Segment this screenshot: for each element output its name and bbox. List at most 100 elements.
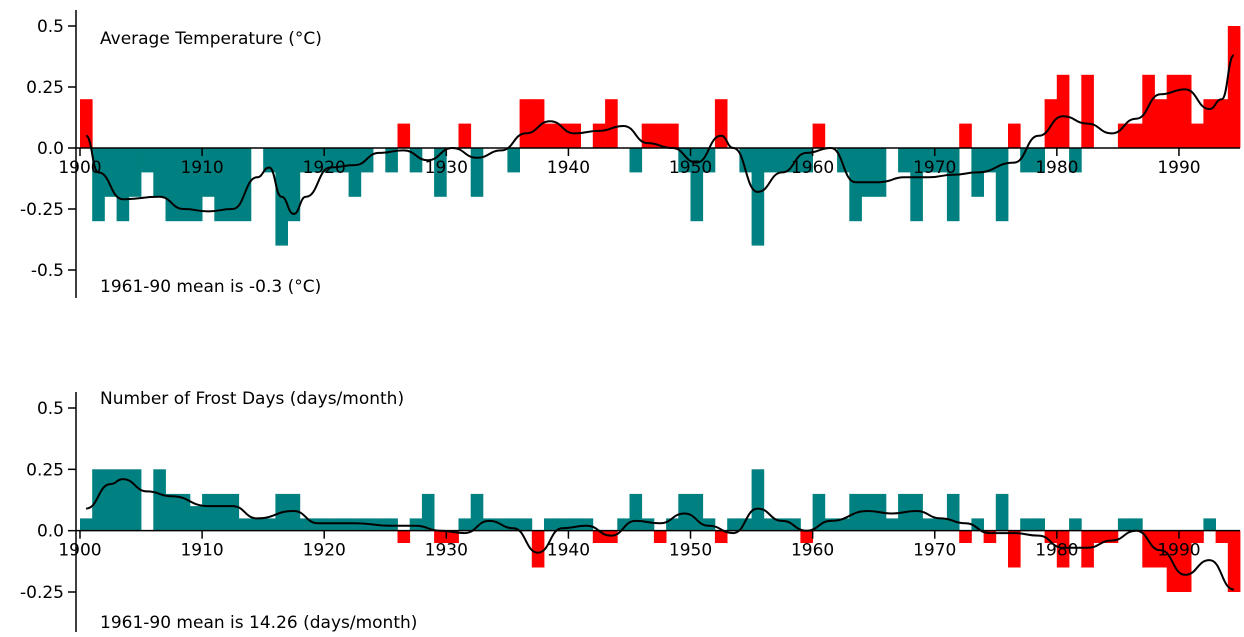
- temperature-bar-1990: [1178, 74, 1192, 148]
- frost-days-bar-1938: [544, 518, 557, 531]
- frost-days-y-tick-label: 0.0: [37, 522, 64, 542]
- frost-days-bar-1959: [800, 530, 813, 543]
- frost-days-bar-1919: [312, 518, 325, 531]
- temperature-bar-1942: [592, 123, 606, 148]
- temperature-bar-1903: [116, 148, 130, 222]
- temperature-panel: 0.5 0.25 0.0 -0.25 -0.5 1900 1910 1920 1930 1940…: [20, 10, 1241, 298]
- frost-days-bar-1943: [605, 530, 618, 543]
- frost-days-y-tick-label: 0.25: [26, 460, 64, 480]
- frost-days-bar-1975: [995, 493, 1009, 531]
- temperature-bar-1967: [898, 148, 911, 173]
- frost-days-bar-1946: [641, 518, 655, 531]
- frost-days-bar-1945: [629, 493, 643, 531]
- frost-days-bar-1902: [104, 469, 117, 531]
- frost-days-x-tick-label: 1970: [913, 541, 956, 561]
- temperature-bar-1960: [812, 123, 826, 148]
- frost-days-bar-1941: [580, 518, 594, 531]
- frost-days-bar-1992: [1203, 518, 1216, 531]
- frost-days-bar-1907: [165, 493, 179, 531]
- temperature-x-tick-label: 1960: [791, 158, 834, 178]
- temperature-bar-1987: [1142, 74, 1155, 148]
- temperature-bar-1915: [263, 148, 276, 173]
- frost-days-bar-1969: [922, 518, 936, 531]
- temperature-bar-1929: [434, 148, 447, 197]
- temperature-bar-1977: [1020, 148, 1033, 173]
- frost-days-panel: 0.5 0.25 0.0 -0.25 1900 1910 1920 1930 1940 1950…: [20, 389, 1241, 633]
- frost-days-bar-1990: [1178, 530, 1192, 592]
- frost-days-x-tick-label: 1980: [1035, 541, 1078, 561]
- frost-days-bar-1993: [1215, 530, 1229, 543]
- temperature-bar-1938: [544, 123, 557, 148]
- frost-days-bar-1932: [470, 493, 484, 531]
- frost-days-bar-1951: [702, 518, 716, 531]
- frost-days-bar-1956: [763, 518, 777, 531]
- frost-days-bar-1913: [238, 518, 252, 531]
- frost-days-bar-1962: [837, 518, 850, 531]
- frost-days-x-tick-label: 1910: [180, 541, 223, 561]
- frost-days-bar-1903: [116, 469, 130, 531]
- temperature-bar-1980: [1056, 74, 1070, 148]
- temperature-bar-1974: [983, 148, 997, 173]
- temperature-bar-1978: [1032, 148, 1045, 173]
- temperature-title: Average Temperature (°C): [100, 29, 322, 49]
- frost-days-x-tick-label: 1940: [547, 541, 590, 561]
- frost-days-y-tick-label: -0.25: [20, 583, 64, 603]
- frost-days-bar-1950: [690, 493, 704, 531]
- frost-days-bar-1977: [1020, 518, 1033, 531]
- frost-days-smoothed-line: [85, 478, 1235, 591]
- frost-days-bar-1947: [653, 530, 667, 543]
- temperature-bar-1948: [666, 123, 679, 148]
- frost-days-bar-1917: [287, 493, 301, 531]
- temperature-bar-1982: [1081, 74, 1094, 148]
- frost-days-bar-1952: [714, 530, 728, 543]
- frost-days-bar-1980: [1056, 530, 1070, 568]
- frost-days-bar-1927: [409, 518, 423, 531]
- temperature-bar-1963: [849, 148, 862, 222]
- temperature-bar-1907: [165, 148, 179, 222]
- temperature-bar-1936: [519, 99, 533, 148]
- frost-days-title: Number of Frost Days (days/month): [100, 389, 404, 409]
- frost-days-bar-1930: [446, 530, 459, 543]
- frost-days-bar-1936: [519, 518, 533, 531]
- frost-days-bar-1911: [214, 493, 227, 531]
- frost-days-bar-1949: [678, 493, 691, 531]
- frost-days-bar-1987: [1142, 530, 1155, 568]
- temperature-bar-1950: [690, 148, 704, 222]
- frost-days-bar-1972: [959, 530, 972, 543]
- temperature-bar-1902: [104, 148, 117, 197]
- temperature-bar-1940: [568, 123, 581, 148]
- temperature-bar-1969: [922, 148, 936, 173]
- temperature-bar-1945: [629, 148, 643, 173]
- temperature-bar-1955: [751, 148, 765, 246]
- frost-days-bar-1978: [1032, 518, 1045, 531]
- frost-days-bar-1981: [1069, 518, 1082, 531]
- temperature-bar-1908: [177, 148, 191, 222]
- temperature-bar-1926: [397, 123, 411, 148]
- frost-days-bar-1955: [751, 469, 765, 531]
- frost-days-bar-1900: [80, 518, 93, 531]
- temperature-bar-1935: [507, 148, 520, 173]
- temperature-bar-1986: [1130, 123, 1143, 148]
- temperature-y-tick-label: -0.25: [20, 200, 64, 220]
- frost-days-x-tick-label: 1900: [58, 541, 101, 561]
- frost-days-bar-1931: [458, 518, 472, 531]
- frost-days-bar-1914: [250, 518, 264, 531]
- temperature-bar-1954: [739, 148, 752, 173]
- temperature-bar-1932: [470, 148, 484, 197]
- frost-days-bar-1906: [153, 469, 166, 531]
- temperature-bar-1964: [861, 148, 875, 197]
- temperature-bar-1918: [299, 148, 313, 173]
- frost-days-bar-1964: [861, 493, 875, 531]
- temperature-x-tick-label: 1980: [1035, 158, 1078, 178]
- temperature-bar-1957: [776, 148, 789, 173]
- frost-days-bar-1940: [568, 518, 581, 531]
- temperature-bar-1900: [80, 99, 93, 148]
- frost-days-x-tick-label: 1960: [791, 541, 834, 561]
- frost-days-y-tick-label: 0.5: [37, 399, 64, 419]
- frost-days-bar-1971: [946, 493, 960, 531]
- temperature-bar-1925: [385, 148, 398, 173]
- temperature-bar-1976: [1008, 123, 1021, 148]
- temperature-y-tick-label: 0.5: [37, 17, 64, 37]
- frost-days-bar-1994: [1227, 530, 1241, 592]
- temperature-y-tick-label: 0.25: [26, 78, 64, 98]
